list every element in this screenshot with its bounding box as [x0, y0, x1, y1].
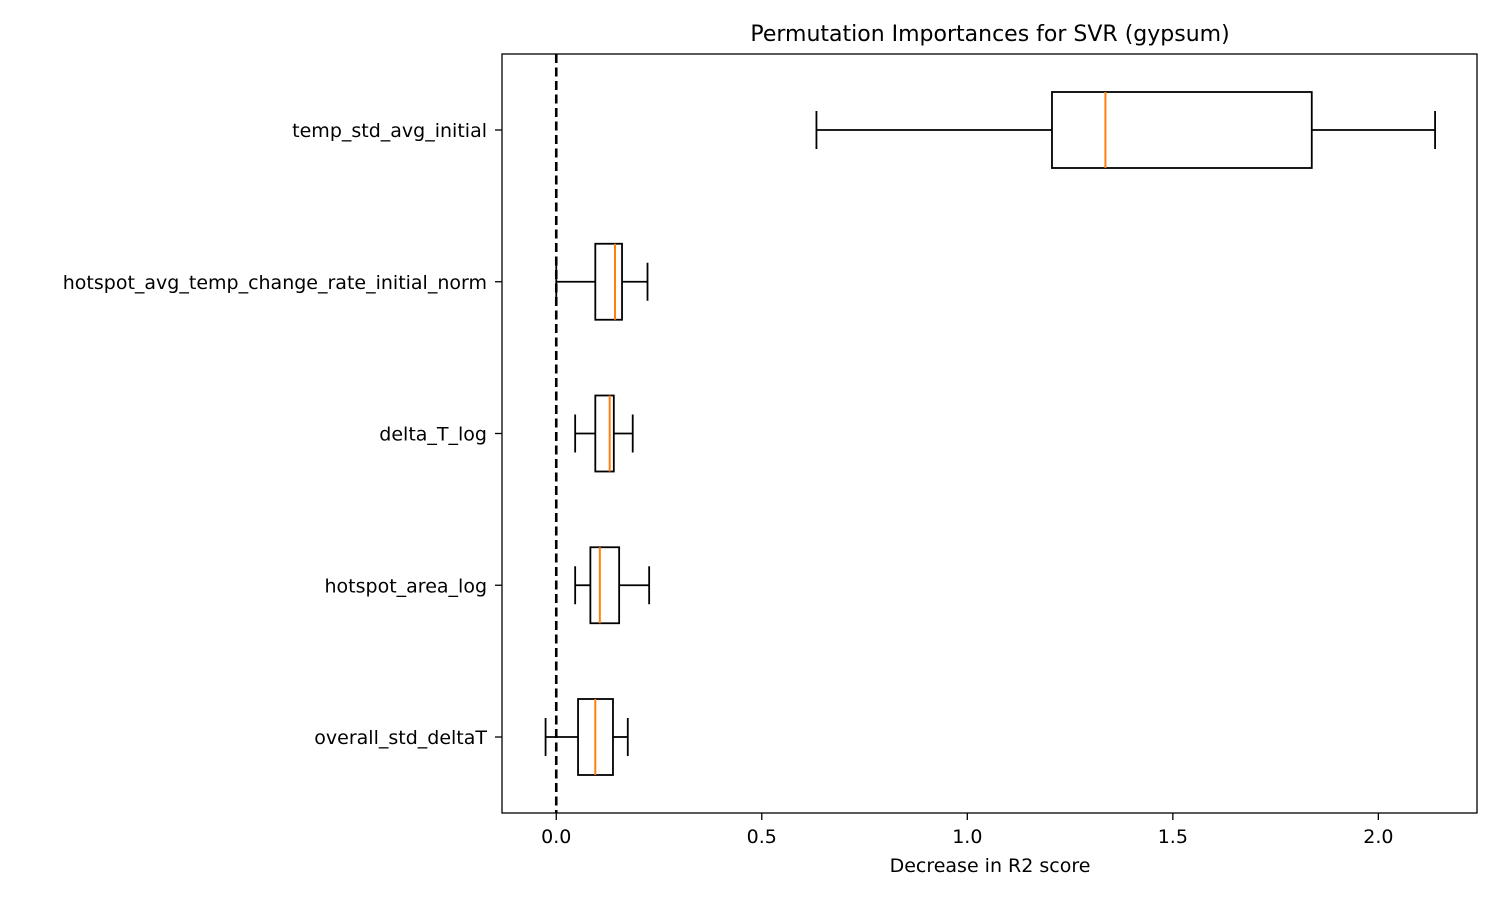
x-tick-label: 1.5: [1158, 826, 1188, 848]
box-overall_std_deltaT: [544, 698, 629, 776]
x-axis-label: Decrease in R2 score: [890, 855, 1091, 877]
y-tick-label-delta_T_log: delta_T_log: [379, 424, 487, 446]
plot-area: [544, 54, 1436, 813]
box-hotspot_area_log: [574, 546, 651, 625]
box-hotspot_avg_temp_change_rate_initial_norm: [555, 242, 649, 321]
box-temp_std_avg_initial: [815, 91, 1436, 169]
box-delta_T_log: [574, 394, 634, 473]
iqr-box-hotspot_avg_temp_change_rate_initial_norm: [594, 242, 623, 321]
y-tick-label-hotspot_area_log: hotspot_area_log: [325, 575, 487, 597]
x-tick-label: 1.0: [952, 826, 982, 848]
y-tick-label-overall_std_deltaT: overall_std_deltaT: [314, 727, 487, 749]
y-axis: overall_std_deltaT hotspot_area_log delta_…: [63, 120, 502, 749]
x-axis: 0.0 0.5 1.0 1.5 2.0: [541, 813, 1393, 848]
y-tick-label-hotspot_avg_temp_change_rate_initial_norm: hotspot_avg_temp_change_rate_initial_nor…: [63, 272, 487, 294]
chart-title: Permutation Importances for SVR (gypsum): [750, 22, 1229, 47]
x-tick-label: 2.0: [1363, 826, 1393, 848]
x-tick-label: 0.5: [747, 826, 777, 848]
x-tick-label: 0.0: [541, 826, 571, 848]
y-tick-label-temp_std_avg_initial: temp_std_avg_initial: [292, 120, 487, 142]
iqr-box-delta_T_log: [594, 394, 615, 473]
iqr-box-hotspot_area_log: [589, 546, 621, 625]
iqr-box-temp_std_avg_initial: [1051, 91, 1313, 169]
